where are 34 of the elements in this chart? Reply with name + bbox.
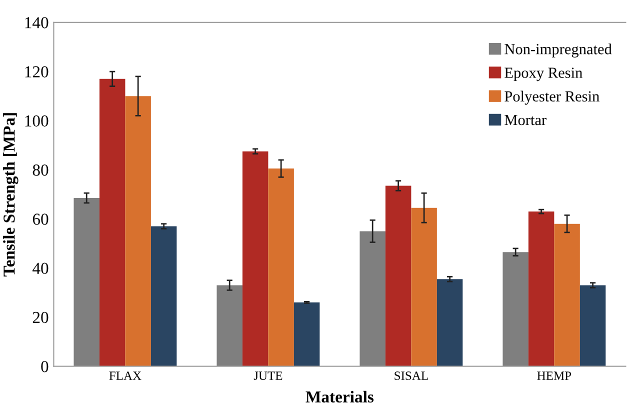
legend-label: Polyester Resin (504, 90, 600, 105)
bar (360, 231, 386, 366)
bar (411, 208, 437, 366)
x-axis-title: Materials (306, 390, 374, 403)
y-tick-label: 20 (32, 312, 48, 324)
x-tick-label: JUTE (254, 372, 282, 380)
legend-label: Epoxy Resin (504, 68, 582, 82)
legend-label: Mortar (504, 115, 546, 126)
y-tick-label: 60 (32, 214, 48, 225)
bar (385, 186, 412, 366)
y-tick-label: 80 (32, 164, 48, 176)
bar (268, 168, 294, 366)
bar (99, 78, 126, 366)
bar (242, 151, 268, 366)
y-tick-label: 100 (25, 115, 48, 127)
bar (436, 279, 463, 366)
bar (150, 226, 177, 366)
x-tick-label: SISAL (394, 372, 428, 380)
y-axis-title: Tensile Strength [MPa] (3, 113, 18, 276)
bar (528, 212, 554, 366)
x-tick-label: HEMP (537, 372, 572, 380)
y-tick-label: 140 (25, 17, 48, 28)
y-tick-label: 0 (41, 361, 48, 372)
bar (294, 302, 320, 366)
bar (125, 96, 151, 366)
y-tick-label: 40 (32, 262, 48, 274)
bar (74, 198, 100, 366)
bar (580, 285, 606, 366)
bar (216, 285, 242, 366)
x-tick-label: FLAX (109, 372, 142, 380)
legend-label: Non-impregnated (504, 44, 612, 58)
bar (502, 252, 528, 366)
bar (554, 224, 580, 366)
y-tick-label: 120 (25, 66, 48, 78)
